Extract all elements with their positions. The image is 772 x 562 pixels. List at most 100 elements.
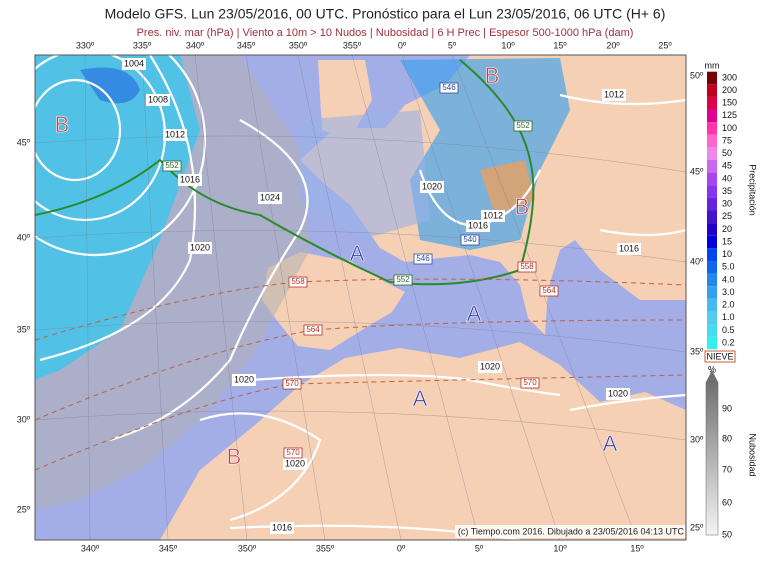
precip-swatch xyxy=(707,84,717,97)
precip-swatch xyxy=(707,96,717,110)
precip-swatch xyxy=(707,109,717,123)
thickness-label-box xyxy=(439,82,459,94)
cloud-title: Nubosidad xyxy=(748,433,758,476)
precip-swatch xyxy=(707,298,717,312)
thickness-label: 552 xyxy=(165,161,179,170)
isobar-label: 1020 xyxy=(608,388,628,398)
thickness-label-box xyxy=(460,234,480,246)
precip-swatch xyxy=(707,134,717,148)
lon-bottom-label: 350º xyxy=(238,543,257,553)
pressure-center: B xyxy=(515,194,530,219)
thickness-label-box xyxy=(393,274,413,286)
precip-unit: mm xyxy=(705,60,720,70)
thickness-label: 564 xyxy=(306,325,320,334)
isobar-label-bg xyxy=(270,522,294,534)
precip-level: 125 xyxy=(722,110,737,120)
lat-right-label: 50º xyxy=(690,70,704,80)
pressure-center: A xyxy=(467,301,482,326)
precip-level: 0.2 xyxy=(722,337,735,347)
thickness-label: 546 xyxy=(416,254,430,263)
thickness-label-box xyxy=(539,285,559,297)
isobar-label-bg xyxy=(466,220,490,232)
credit-bg xyxy=(455,525,685,538)
isobar-label: 1024 xyxy=(260,192,280,202)
thickness-label: 558 xyxy=(520,262,534,271)
isobar-label-bg xyxy=(122,58,146,70)
isobar-label: 1020 xyxy=(480,361,500,371)
lon-top-label: 335º xyxy=(133,40,152,50)
thickness-label-box xyxy=(162,160,182,172)
precip-swatch xyxy=(707,235,717,249)
lon-top-label: 355º xyxy=(343,40,362,50)
lon-top-label: 20º xyxy=(606,40,620,50)
precip-level: 40 xyxy=(722,173,732,183)
precip-level: 5.0 xyxy=(722,262,735,272)
map-area xyxy=(35,55,686,540)
thickness-label: 570 xyxy=(286,448,300,457)
thickness-label-box xyxy=(413,253,433,265)
lon-top-label: 5º xyxy=(448,40,457,50)
precip-swatch xyxy=(707,260,717,274)
precip-level: 35 xyxy=(722,186,732,196)
credit: (c) Tiempo.com 2016. Dibujado a 23/05/20… xyxy=(458,526,685,536)
lon-bottom-label: 345º xyxy=(159,543,178,553)
isobar-label: 1020 xyxy=(422,181,442,191)
thickness-label: 552 xyxy=(516,121,530,130)
isobar-label-bg xyxy=(258,192,282,204)
precip-level: 75 xyxy=(722,135,732,145)
lon-top-label: 350º xyxy=(289,40,308,50)
isobar-label: 1016 xyxy=(619,243,639,253)
precip-level: 1.0 xyxy=(722,312,735,322)
lat-right-label: 25º xyxy=(690,522,704,532)
cloud-colorbar-arrow xyxy=(706,370,718,382)
isobar-label-bg xyxy=(478,361,502,373)
lon-bottom-label: 340º xyxy=(81,543,100,553)
precip-swatch xyxy=(707,324,717,337)
precip-swatch xyxy=(707,172,717,186)
lat-left-label: 40º xyxy=(17,232,31,242)
thickness-label-box xyxy=(520,377,540,389)
lon-top-label: 345º xyxy=(237,40,256,50)
precip-swatch xyxy=(707,147,717,161)
lon-top-label: 340º xyxy=(186,40,205,50)
isobar-label: 1012 xyxy=(165,129,185,139)
precip-swatch xyxy=(707,210,717,224)
isobar-label-bg xyxy=(602,89,626,101)
isobar-label: 1020 xyxy=(190,242,210,252)
cloud-level: 80 xyxy=(722,433,732,443)
cloud-level: 50 xyxy=(722,529,732,539)
isobar-label-bg xyxy=(617,243,641,255)
isobar-label: 1016 xyxy=(468,220,488,230)
lon-bottom-label: 15º xyxy=(630,543,644,553)
map-title: Modelo GFS. Lun 23/05/2016, 00 UTC. Pron… xyxy=(105,6,666,22)
precip-level: 30 xyxy=(722,199,732,209)
pressure-center: B xyxy=(55,112,70,137)
cloud-level: 70 xyxy=(722,464,732,474)
lat-left-label: 25º xyxy=(17,504,31,514)
thickness-label: 570 xyxy=(285,379,299,388)
precip-level: 25 xyxy=(722,211,732,221)
cloud-level: 90 xyxy=(722,403,732,413)
isobar-label: 1012 xyxy=(604,89,624,99)
map-frame xyxy=(34,54,687,541)
precip-level: 300 xyxy=(722,72,737,82)
thickness-label-box xyxy=(283,447,303,459)
precip-level: 50 xyxy=(722,148,732,158)
thickness-label: 546 xyxy=(442,83,456,92)
thickness-label: 570 xyxy=(523,378,537,387)
snow-badge: NIEVE xyxy=(706,351,733,361)
lat-right-label: 35º xyxy=(690,346,704,356)
precip-swatch xyxy=(707,248,717,261)
lon-bottom-label: 355º xyxy=(316,543,335,553)
lat-left-label: 35º xyxy=(17,324,31,334)
isobar-label-bg xyxy=(163,129,187,141)
precip-swatch xyxy=(707,336,717,350)
precip-swatch xyxy=(707,273,717,287)
graticule xyxy=(35,55,686,540)
thickness-label: 558 xyxy=(291,277,305,286)
precip-swatch xyxy=(707,311,717,325)
precip-level: 45 xyxy=(722,161,732,171)
precip-swatch xyxy=(707,122,717,135)
thickness-label-box xyxy=(288,276,308,288)
precip-swatch xyxy=(707,160,717,173)
